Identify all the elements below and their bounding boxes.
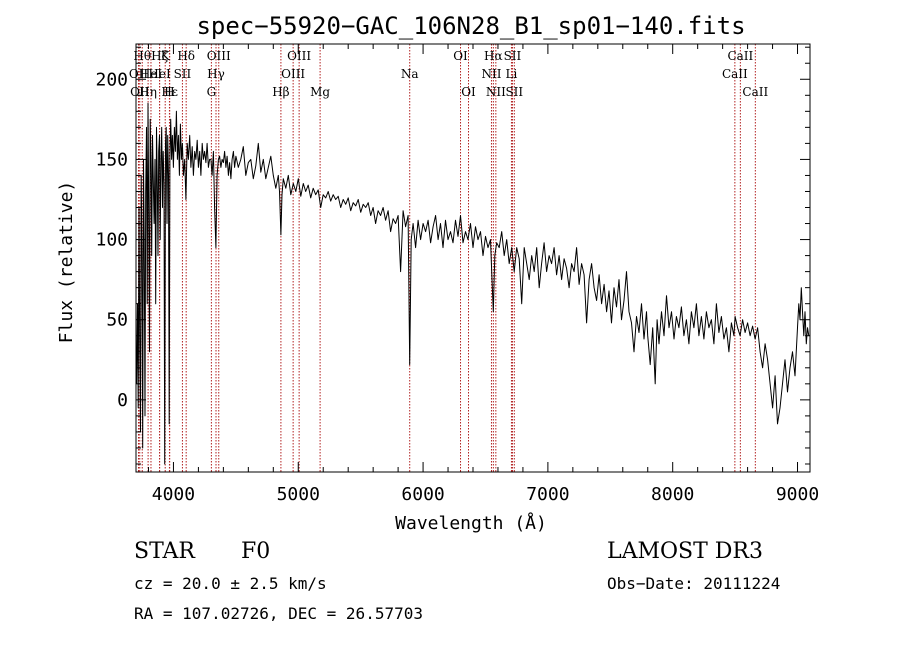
marker-label: Hβ xyxy=(272,85,289,99)
y-tick-label: 200 xyxy=(95,69,128,90)
marker-label: SII xyxy=(504,49,522,63)
y-axis-label: Flux (relative) xyxy=(56,181,77,344)
marker-label: Hζ xyxy=(151,49,168,63)
x-tick-label: 6000 xyxy=(401,484,444,505)
marker-label: K xyxy=(161,49,171,63)
marker-label: G xyxy=(207,85,217,99)
chart-title: spec−55920−GAC_106N28_B1_sp01−140.fits xyxy=(196,12,745,40)
marker-label: CaII xyxy=(722,67,748,81)
x-tick-label: 7000 xyxy=(526,484,569,505)
object-class: STAR xyxy=(134,539,195,564)
marker-label: SII xyxy=(174,67,192,81)
object-subclass: F0 xyxy=(241,539,271,564)
marker-label: HeI xyxy=(140,67,163,81)
marker-label: Hδ xyxy=(177,49,195,63)
marker-label: CaII xyxy=(742,85,768,99)
plot-frame xyxy=(135,43,811,473)
axes: 4000 5000 6000 7000 8000 9000 0 50 100 150 200 xyxy=(95,44,819,505)
x-tick-label: 8000 xyxy=(651,484,694,505)
redshift-cz: cz = 20.0 ± 2.5 km/s xyxy=(134,574,327,593)
marker-label: OII xyxy=(129,67,149,81)
marker-label: OIII xyxy=(287,49,311,63)
x-tick-label: 9000 xyxy=(776,484,819,505)
marker-label: Mg xyxy=(310,85,330,99)
marker-label: Hη xyxy=(139,85,157,99)
marker-label: Hε xyxy=(161,85,178,99)
marker-label: SII xyxy=(505,85,523,99)
marker-label: Hα xyxy=(484,49,503,63)
y-tick-label: 0 xyxy=(117,390,128,411)
marker-label: Li xyxy=(506,67,518,81)
obs-date: Obs−Date: 20111224 xyxy=(607,574,781,593)
survey-name: LAMOST DR3 xyxy=(607,539,763,564)
line-markers xyxy=(137,44,756,472)
marker-label: Hγ xyxy=(207,67,225,81)
marker-label: OII xyxy=(130,85,150,99)
marker-label: H xyxy=(164,85,174,99)
marker-label: HeI xyxy=(148,67,171,81)
x-tick-label: 4000 xyxy=(152,484,195,505)
marker-label: OI xyxy=(453,49,468,63)
marker-label: OI xyxy=(461,85,476,99)
y-tick-label: 150 xyxy=(95,149,128,170)
series-group xyxy=(136,102,810,465)
marker-label: CaII xyxy=(727,49,753,63)
spectrum-line xyxy=(136,102,810,465)
ra-dec: RA = 107.02726, DEC = 26.57703 xyxy=(134,604,423,623)
marker-label: OIII xyxy=(207,49,231,63)
x-axis-label: Wavelength (Å) xyxy=(395,512,547,534)
y-tick-label: 100 xyxy=(95,230,128,251)
x-tick-label: 5000 xyxy=(277,484,320,505)
marker-label: Na xyxy=(401,67,419,81)
line-marker-labels: OII OII Hθ Hη HeI Hζ HeI K HHε SII Hδ G Hγ OIII Hβ OIII… xyxy=(129,49,769,99)
marker-label: Hθ xyxy=(133,49,151,63)
marker-label: OIII xyxy=(281,67,305,81)
y-tick-label: 50 xyxy=(106,310,128,331)
marker-label: NII xyxy=(481,67,501,81)
marker-label: NII xyxy=(486,85,506,99)
